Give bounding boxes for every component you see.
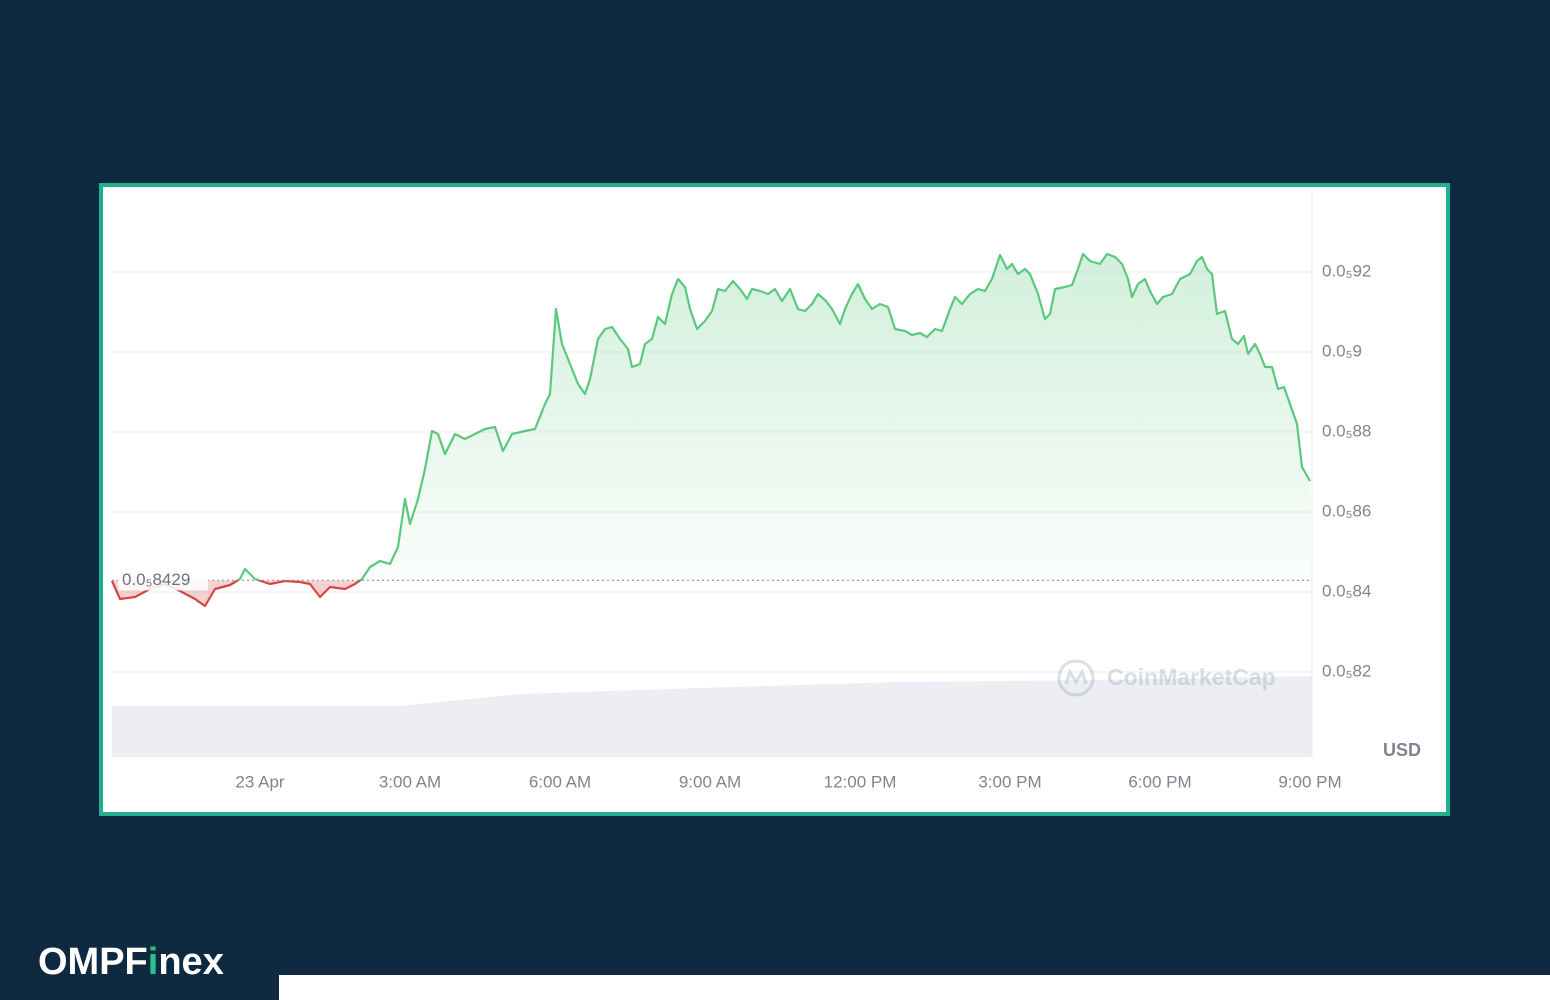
- brand-part: i: [148, 941, 159, 983]
- y-tick-label: 0.0₅9: [1322, 341, 1362, 360]
- x-tick-label: 6:00 AM: [529, 772, 591, 791]
- x-tick-label: 3:00 PM: [978, 772, 1041, 791]
- watermark-logo-m: [1064, 668, 1088, 685]
- x-tick-label: 9:00 AM: [679, 772, 741, 791]
- volume-area: [112, 676, 1312, 757]
- watermark-text: CoinMarketCap: [1107, 664, 1276, 690]
- reference-label: 0.0₅8429: [122, 570, 190, 589]
- y-tick-label: 0.0₅92: [1322, 261, 1371, 280]
- footer-strip: [279, 975, 1550, 1000]
- x-tick-label: 23 Apr: [235, 772, 284, 791]
- brand-part: nex: [158, 941, 223, 983]
- x-tick-label: 12:00 PM: [824, 772, 897, 791]
- x-tick-label: 3:00 AM: [379, 772, 441, 791]
- brand-part: OMPF: [38, 941, 148, 983]
- y-tick-label: 0.0₅86: [1322, 501, 1371, 520]
- y-tick-label: 0.0₅88: [1322, 421, 1371, 440]
- x-tick-label: 6:00 PM: [1128, 772, 1191, 791]
- y-tick-label: 0.0₅84: [1322, 581, 1371, 600]
- price-area: [112, 254, 1310, 606]
- price-line: [110, 252, 1311, 608]
- x-tick-label: 9:00 PM: [1278, 772, 1341, 791]
- watermark-logo: [1057, 659, 1095, 697]
- reference-label-bg: [118, 568, 208, 591]
- plot-layer: 0.0₅82 0.0₅84 0.0₅86 0.0₅88 0.0₅9 0.0₅92 23 Ap…: [110, 252, 1371, 791]
- y-tick-label: 0.0₅82: [1322, 661, 1371, 680]
- watermark: CoinMarketCap: [1057, 659, 1276, 697]
- brand-logo: OMPFinex: [38, 941, 224, 983]
- currency-label: USD: [1383, 740, 1421, 760]
